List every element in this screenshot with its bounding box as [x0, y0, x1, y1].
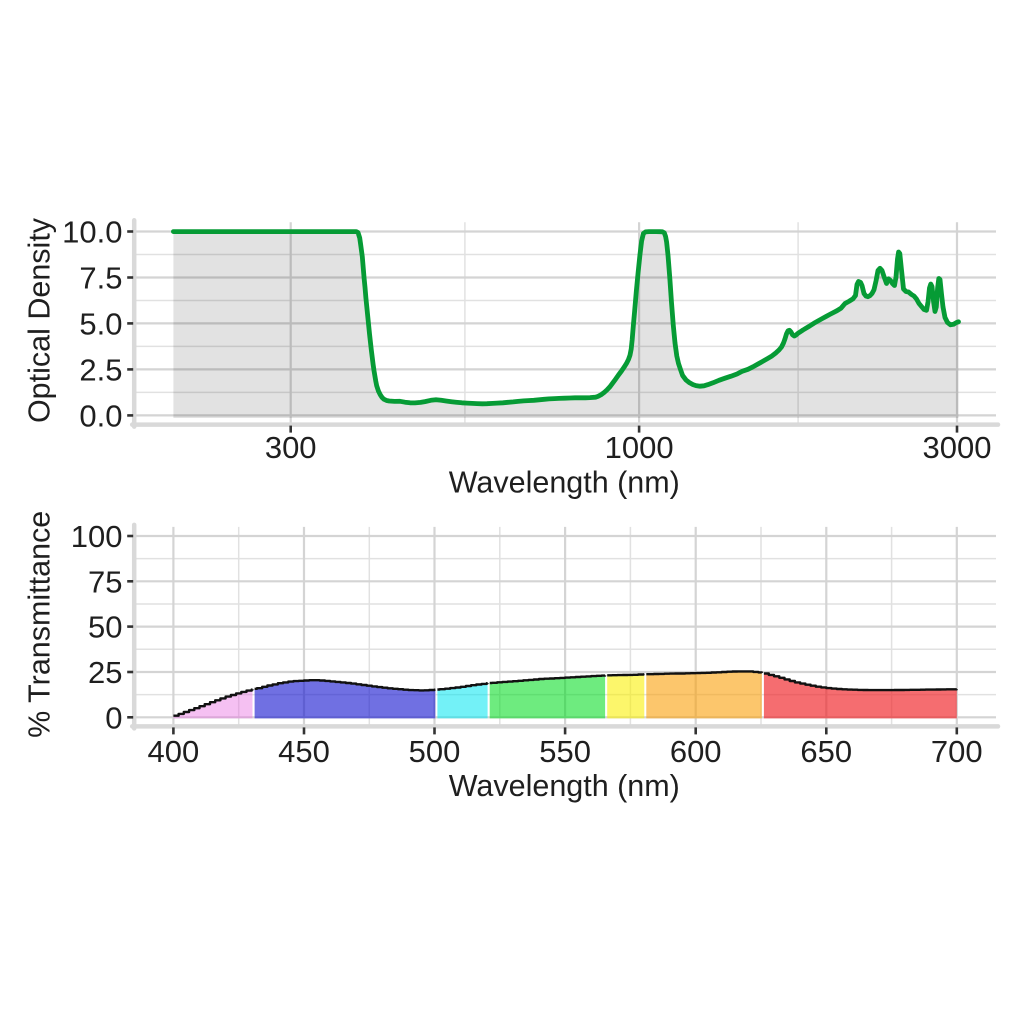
- svg-text:% Transmittance: % Transmittance: [23, 511, 57, 738]
- svg-text:400: 400: [148, 734, 200, 769]
- svg-text:550: 550: [539, 734, 591, 769]
- svg-text:7.5: 7.5: [79, 261, 122, 296]
- svg-text:300: 300: [265, 430, 317, 465]
- svg-text:Wavelength (nm): Wavelength (nm): [449, 466, 680, 500]
- svg-text:25: 25: [88, 655, 122, 690]
- svg-text:600: 600: [670, 734, 722, 769]
- svg-text:0.0: 0.0: [79, 399, 122, 434]
- svg-text:75: 75: [88, 564, 122, 599]
- svg-text:500: 500: [409, 734, 461, 769]
- svg-text:2.5: 2.5: [79, 353, 122, 388]
- svg-text:0: 0: [105, 700, 122, 735]
- svg-text:3000: 3000: [923, 430, 992, 465]
- svg-text:450: 450: [278, 734, 330, 769]
- svg-text:100: 100: [71, 519, 123, 554]
- svg-text:Wavelength (nm): Wavelength (nm): [449, 769, 680, 803]
- svg-text:Optical Density: Optical Density: [23, 217, 57, 423]
- svg-text:700: 700: [931, 734, 983, 769]
- svg-text:50: 50: [88, 610, 122, 645]
- svg-text:5.0: 5.0: [79, 307, 122, 342]
- svg-text:1000: 1000: [605, 430, 674, 465]
- svg-text:650: 650: [800, 734, 852, 769]
- svg-text:10.0: 10.0: [62, 215, 122, 250]
